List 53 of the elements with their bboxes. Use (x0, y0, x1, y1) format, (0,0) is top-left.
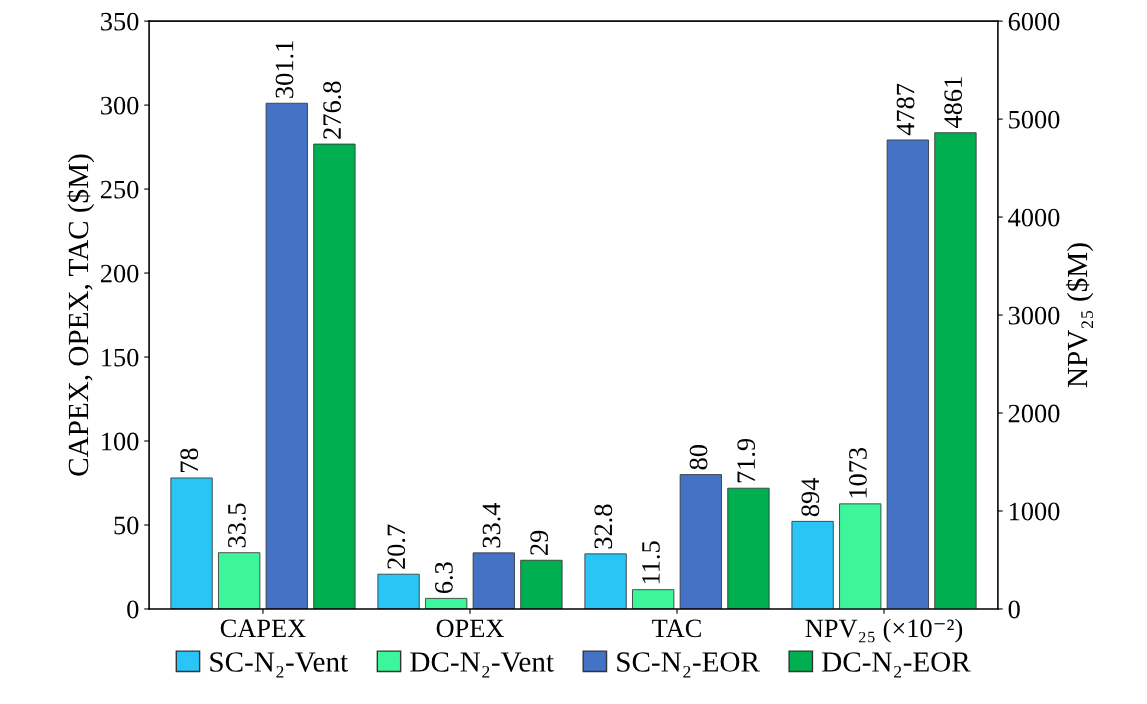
data-label: 6.3 (435, 562, 453, 594)
y2-tick-label: 2000 (1008, 404, 1060, 423)
data-label: 11.5 (642, 541, 660, 584)
y2-tick-label: 0 (1008, 600, 1020, 619)
bar (313, 143, 356, 609)
y-tick-label: 150 (102, 348, 139, 367)
data-label: 32.8 (594, 504, 613, 549)
data-label: 20.7 (387, 524, 406, 569)
x-tick-label: OPEX (436, 619, 504, 638)
bar (472, 552, 515, 609)
data-label: 78 (180, 448, 199, 473)
legend-label: SC-N₂-EOR (617, 652, 760, 678)
data-label: 4787 (896, 83, 915, 136)
y-axis-title: CAPEX, OPEX, TAC ($M) (66, 154, 95, 476)
bar (679, 474, 722, 609)
data-label: 894 (801, 478, 820, 517)
y2-tick-label: 3000 (1008, 306, 1060, 325)
y2-tick-label: 4000 (1008, 208, 1060, 227)
bar (377, 573, 420, 609)
bar (727, 487, 770, 609)
data-label: 29 (530, 530, 549, 555)
bar (584, 553, 627, 609)
legend-label: DC-N₂-Vent (410, 652, 554, 678)
y2-tick-label: 5000 (1009, 110, 1060, 129)
x-tick-label: CAPEX (220, 619, 306, 638)
y-tick-label: 50 (114, 516, 139, 535)
x-tick-label: NPV₂₅ (×10⁻²) (805, 618, 963, 643)
legend-label: SC-N₂-Vent (210, 652, 348, 678)
bar (632, 589, 675, 609)
x-tick-label: TAC (652, 619, 701, 638)
y2-axis-title: NPV₂₅ ($M) (1065, 243, 1094, 388)
legend-label: DC-N₂-EOR (822, 652, 971, 678)
bar (218, 552, 261, 609)
data-label: 80 (689, 445, 708, 470)
bar (425, 597, 468, 609)
data-label: 301.1 (275, 41, 294, 98)
bar (520, 559, 563, 609)
y-tick-label: 100 (102, 432, 139, 451)
y-tick-label: 0 (127, 600, 139, 619)
data-label: 276.8 (323, 81, 342, 139)
y2-tick-label: 6000 (1008, 12, 1060, 31)
y-tick-label: 300 (101, 96, 139, 115)
y2-tick-label: 1000 (1009, 502, 1060, 521)
y-tick-label: 200 (100, 264, 139, 283)
bar (265, 102, 308, 609)
data-label: 1073 (849, 447, 867, 498)
data-label: 33.5 (228, 503, 246, 548)
y-tick-label: 250 (100, 180, 139, 199)
data-label: 4861 (944, 77, 963, 129)
data-label: 71.9 (737, 438, 756, 483)
data-label: 33.4 (482, 502, 501, 548)
y-tick-label: 350 (101, 12, 139, 31)
bar (170, 477, 213, 609)
